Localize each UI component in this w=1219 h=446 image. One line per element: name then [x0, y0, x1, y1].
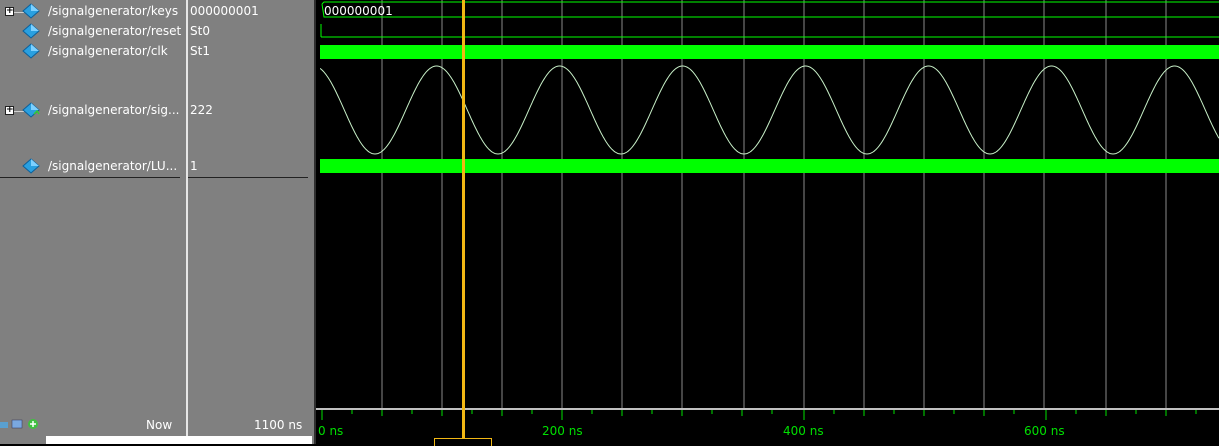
lut-wave	[320, 159, 1219, 173]
clk-wave	[320, 45, 1219, 59]
signal-row-sig[interactable]: + /signalgenerator/sig...	[0, 101, 186, 119]
toolbar-icons[interactable]	[0, 416, 44, 432]
signal-diamond-icon	[22, 3, 40, 19]
signal-row-lut[interactable]: /signalgenerator/LU...	[0, 157, 186, 175]
signal-values-pane	[188, 0, 314, 408]
expand-plus-icon[interactable]: +	[5, 105, 14, 115]
signal-value: 222	[190, 103, 213, 117]
signal-value: 000000001	[190, 4, 259, 18]
pane-divider[interactable]	[314, 0, 316, 444]
signal-names-pane	[0, 0, 186, 408]
time-label: 600 ns	[1024, 424, 1065, 438]
signal-name: /signalgenerator/sig...	[48, 103, 180, 117]
bottom-input-strip	[0, 436, 312, 444]
row-separator	[188, 177, 308, 178]
time-cursor[interactable]	[462, 0, 465, 444]
row-separator	[0, 177, 180, 178]
expand-plus-icon[interactable]: +	[5, 6, 14, 16]
time-label: 0 ns	[318, 424, 344, 438]
sig-analog-wave	[320, 65, 1219, 155]
signal-diamond-icon	[22, 23, 40, 39]
time-ruler-ticks	[321, 410, 1197, 420]
signal-name: /signalgenerator/reset	[48, 24, 182, 38]
signal-name: /signalgenerator/keys	[48, 4, 179, 18]
signal-value: 1	[190, 159, 198, 173]
signal-row-keys[interactable]: + /signalgenerator/keys	[0, 2, 186, 20]
time-label: 200 ns	[542, 424, 583, 438]
signal-diamond-icon	[22, 158, 40, 174]
signal-row-reset[interactable]: /signalgenerator/reset	[0, 22, 186, 40]
pane-divider[interactable]	[186, 0, 188, 444]
signal-diamond-icon	[22, 102, 40, 118]
signal-row-clk[interactable]: /signalgenerator/clk	[0, 42, 186, 60]
keys-bus-value: 000000001	[324, 4, 393, 18]
signal-value: St0	[190, 24, 210, 38]
time-label: 400 ns	[783, 424, 824, 438]
signal-value: St1	[190, 44, 210, 58]
now-label: Now	[146, 418, 173, 432]
signal-name: /signalgenerator/LU...	[48, 159, 178, 173]
keys-bus-wave	[321, 1, 1219, 18]
now-value: 1100 ns	[254, 418, 303, 432]
signal-diamond-icon	[22, 43, 40, 59]
waveform-canvas[interactable]	[320, 0, 1219, 408]
signal-name: /signalgenerator/clk	[48, 44, 168, 58]
cursor-handle[interactable]	[434, 438, 492, 446]
